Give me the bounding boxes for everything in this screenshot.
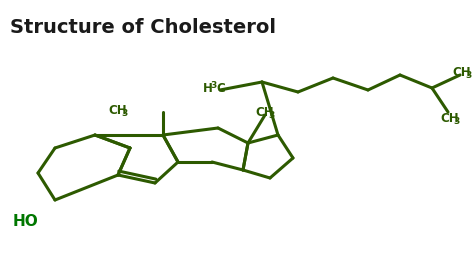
Text: 3: 3: [268, 110, 274, 119]
Text: 3: 3: [121, 108, 127, 118]
Text: CH: CH: [440, 112, 459, 124]
Text: Structure of Cholesterol: Structure of Cholesterol: [10, 18, 276, 37]
Text: 3: 3: [465, 71, 471, 80]
Text: H: H: [203, 82, 213, 94]
Text: HO: HO: [13, 214, 39, 230]
Text: C: C: [216, 82, 225, 94]
Text: CH: CH: [108, 103, 127, 117]
Text: 3: 3: [210, 81, 216, 89]
Text: CH: CH: [452, 66, 471, 78]
Text: CH: CH: [255, 105, 273, 119]
Text: 3: 3: [453, 117, 459, 125]
